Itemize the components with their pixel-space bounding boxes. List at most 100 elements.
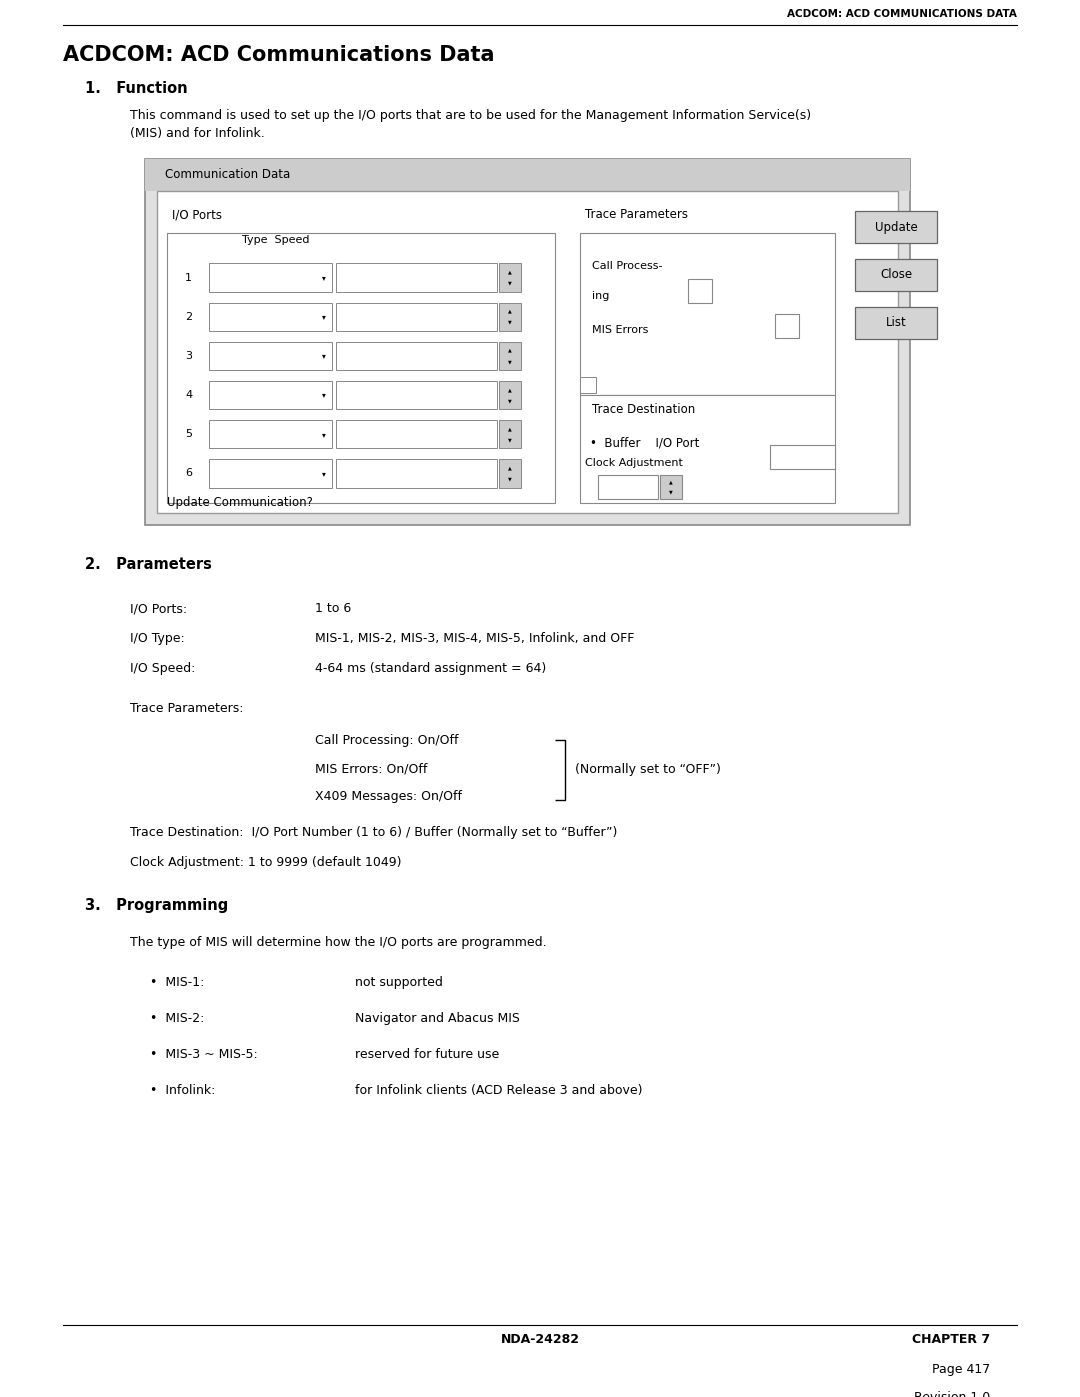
FancyBboxPatch shape [499,342,521,370]
Text: I/O Speed:: I/O Speed: [130,662,195,675]
Text: •  MIS-2:: • MIS-2: [150,1011,204,1025]
Text: NDA-24282: NDA-24282 [500,1333,580,1345]
FancyBboxPatch shape [336,420,497,448]
FancyBboxPatch shape [598,475,658,499]
Text: ▲: ▲ [508,270,512,274]
Text: Clock Adjustment: 1 to 9999 (default 1049): Clock Adjustment: 1 to 9999 (default 104… [130,856,402,869]
Text: I/O Type:: I/O Type: [130,631,185,645]
Text: 1.   Function: 1. Function [85,81,188,96]
Text: •  Buffer    I/O Port: • Buffer I/O Port [590,437,700,450]
Text: MIS Errors: On/Off: MIS Errors: On/Off [315,761,428,775]
FancyBboxPatch shape [145,159,910,525]
Text: •  MIS-3 ~ MIS-5:: • MIS-3 ~ MIS-5: [150,1048,258,1060]
Text: 4-64 ms (standard assignment = 64): 4-64 ms (standard assignment = 64) [315,662,546,675]
Text: ▼: ▼ [508,398,512,404]
Text: Type  Speed: Type Speed [242,235,310,244]
Text: ▼: ▼ [508,476,512,482]
FancyBboxPatch shape [499,381,521,409]
Text: ▲: ▲ [508,387,512,393]
FancyBboxPatch shape [855,211,937,243]
Text: CHAPTER 7: CHAPTER 7 [912,1333,990,1345]
Text: Update: Update [875,221,917,233]
Text: Call Processing: On/Off: Call Processing: On/Off [315,733,459,747]
Text: Update Communication?: Update Communication? [167,496,313,509]
FancyBboxPatch shape [499,420,521,448]
FancyBboxPatch shape [499,264,521,292]
Text: ACDCOM: ACD Communications Data: ACDCOM: ACD Communications Data [63,45,495,66]
Text: (Normally set to “OFF”): (Normally set to “OFF”) [575,764,720,777]
Text: ▼: ▼ [508,281,512,286]
Text: 3: 3 [185,351,192,360]
FancyBboxPatch shape [210,420,332,448]
Text: for Infolink clients (ACD Release 3 and above): for Infolink clients (ACD Release 3 and … [355,1084,643,1097]
Text: ▾: ▾ [322,469,326,478]
FancyBboxPatch shape [210,381,332,409]
Text: ▾: ▾ [322,430,326,439]
Text: ▼: ▼ [508,437,512,443]
FancyBboxPatch shape [210,303,332,331]
Text: Call Process-: Call Process- [592,261,662,271]
Text: Trace Destination:  I/O Port Number (1 to 6) / Buffer (Normally set to “Buffer”): Trace Destination: I/O Port Number (1 to… [130,826,618,840]
FancyBboxPatch shape [145,159,910,191]
Text: Revision 1.0: Revision 1.0 [914,1391,990,1397]
Text: 1 to 6: 1 to 6 [315,602,351,615]
FancyBboxPatch shape [580,395,835,503]
FancyBboxPatch shape [688,279,712,303]
Text: I/O Ports: I/O Ports [172,208,222,221]
Text: •  MIS-1:: • MIS-1: [150,977,204,989]
Text: 6: 6 [185,468,192,478]
Text: ▾: ▾ [322,391,326,400]
Text: Communication Data: Communication Data [165,169,291,182]
Text: ▲: ▲ [508,465,512,471]
Text: Navigator and Abacus MIS: Navigator and Abacus MIS [355,1011,519,1025]
Text: •  Infolink:: • Infolink: [150,1084,215,1097]
Text: 4: 4 [185,390,192,400]
Text: ▾: ▾ [322,272,326,282]
FancyBboxPatch shape [499,303,521,331]
Text: ing: ing [592,291,609,300]
Text: This command is used to set up the I/O ports that are to be used for the Managem: This command is used to set up the I/O p… [130,109,811,141]
Text: ▲: ▲ [508,426,512,432]
Text: ▾: ▾ [322,352,326,360]
FancyBboxPatch shape [499,460,521,488]
Text: Trace Parameters: Trace Parameters [585,208,688,221]
FancyBboxPatch shape [210,264,332,292]
Text: MIS Errors: MIS Errors [592,326,648,335]
Text: ▲: ▲ [508,309,512,313]
Text: 1: 1 [185,272,192,282]
FancyBboxPatch shape [855,307,937,339]
FancyBboxPatch shape [336,460,497,488]
FancyBboxPatch shape [336,264,497,292]
Text: MIS-1, MIS-2, MIS-3, MIS-4, MIS-5, Infolink, and OFF: MIS-1, MIS-2, MIS-3, MIS-4, MIS-5, Infol… [315,631,634,645]
Text: Trace Destination: Trace Destination [592,402,696,416]
FancyBboxPatch shape [855,258,937,291]
Text: ▼: ▼ [670,489,673,495]
Text: ▼: ▼ [508,359,512,365]
Text: The type of MIS will determine how the I/O ports are programmed.: The type of MIS will determine how the I… [130,936,546,949]
Text: Page 417: Page 417 [932,1363,990,1376]
Text: Clock Adjustment: Clock Adjustment [585,458,683,468]
Text: ACDCOM: ACD COMMUNICATIONS DATA: ACDCOM: ACD COMMUNICATIONS DATA [787,8,1017,20]
FancyBboxPatch shape [660,475,681,499]
FancyBboxPatch shape [210,460,332,488]
Text: ▲: ▲ [508,348,512,353]
Text: 3.   Programming: 3. Programming [85,898,228,914]
Text: reserved for future use: reserved for future use [355,1048,499,1060]
FancyBboxPatch shape [580,233,835,395]
Text: ▾: ▾ [322,313,326,321]
Text: Trace Parameters:: Trace Parameters: [130,703,243,715]
FancyBboxPatch shape [336,381,497,409]
Text: ▲: ▲ [670,479,673,485]
Text: X409 Messages: On/Off: X409 Messages: On/Off [315,789,462,803]
FancyBboxPatch shape [167,233,555,503]
FancyBboxPatch shape [210,342,332,370]
Text: I/O Ports:: I/O Ports: [130,602,187,615]
FancyBboxPatch shape [336,342,497,370]
FancyBboxPatch shape [336,303,497,331]
Text: 5: 5 [185,429,192,439]
FancyBboxPatch shape [580,377,596,393]
Text: not supported: not supported [355,977,443,989]
FancyBboxPatch shape [157,191,897,513]
Text: List: List [886,317,906,330]
Text: 2: 2 [185,312,192,321]
